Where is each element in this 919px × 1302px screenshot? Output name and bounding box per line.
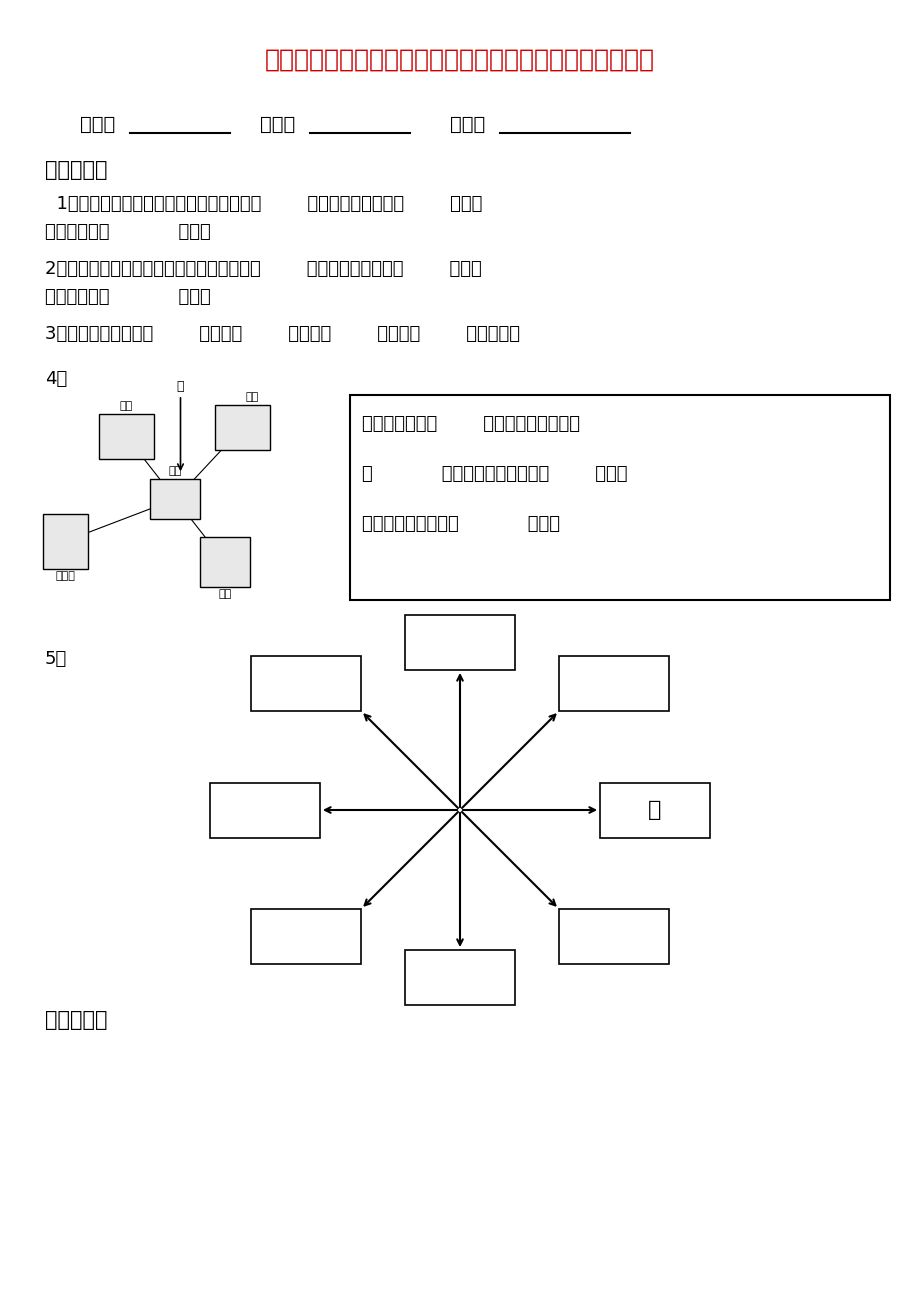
Text: 日照第四小学三年级下册第一单元《位置与方向》考试试题: 日照第四小学三年级下册第一单元《位置与方向》考试试题 bbox=[265, 48, 654, 72]
Text: 你的右面是（            ）面。: 你的右面是（ ）面。 bbox=[45, 223, 210, 241]
Text: 学校: 学校 bbox=[169, 466, 182, 477]
Text: 书店: 书店 bbox=[218, 590, 232, 599]
Bar bbox=[599, 783, 709, 837]
Text: 5、: 5、 bbox=[45, 650, 67, 668]
Text: 超市: 超市 bbox=[245, 392, 258, 402]
Text: 二、选择：: 二、选择： bbox=[45, 1010, 108, 1030]
Bar bbox=[559, 656, 668, 711]
Bar bbox=[98, 414, 153, 458]
Bar bbox=[404, 950, 515, 1005]
Text: 邮局在学校的（        ）面；超市在学校的: 邮局在学校的（ ）面；超市在学校的 bbox=[361, 415, 579, 434]
Bar bbox=[199, 538, 250, 587]
Text: 你的右面是（            ）面。: 你的右面是（ ）面。 bbox=[45, 288, 210, 306]
Text: 1、早晨，当你面对太阳时，你的后面是（        ）面，你的左面是（        ）面，: 1、早晨，当你面对太阳时，你的后面是（ ）面，你的左面是（ ）面， bbox=[45, 195, 482, 214]
Text: 班级：: 班级： bbox=[80, 115, 115, 134]
Text: 等级：: 等级： bbox=[449, 115, 484, 134]
Bar bbox=[43, 514, 87, 569]
Text: 东: 东 bbox=[648, 799, 661, 820]
Bar bbox=[210, 783, 320, 837]
Text: 姓名：: 姓名： bbox=[260, 115, 295, 134]
Bar bbox=[214, 405, 269, 450]
Text: 碧海园在书店的是（            ）面。: 碧海园在书店的是（ ）面。 bbox=[361, 516, 560, 533]
Bar bbox=[251, 656, 360, 711]
Text: 2、晚上，当你面对北极星时，你的后面是（        ）面，你的左面是（        ）面，: 2、晚上，当你面对北极星时，你的后面是（ ）面，你的左面是（ ）面， bbox=[45, 260, 482, 279]
Text: （            ）面；书店在学校的（        ）面；: （ ）面；书店在学校的（ ）面； bbox=[361, 465, 627, 483]
Bar bbox=[251, 909, 360, 963]
Text: 3、地图通常是按上（        ）、下（        ）、左（        ）、右（        ）绘制的。: 3、地图通常是按上（ ）、下（ ）、左（ ）、右（ ）绘制的。 bbox=[45, 326, 519, 342]
Text: 碧海园: 碧海园 bbox=[55, 570, 75, 581]
Text: 北: 北 bbox=[176, 380, 184, 393]
Bar bbox=[559, 909, 668, 963]
Text: 一、填空：: 一、填空： bbox=[45, 160, 108, 180]
Bar bbox=[404, 615, 515, 671]
Bar bbox=[349, 395, 889, 600]
Text: 4、: 4、 bbox=[45, 370, 67, 388]
Text: 邮局: 邮局 bbox=[119, 401, 132, 410]
Bar bbox=[151, 479, 200, 519]
